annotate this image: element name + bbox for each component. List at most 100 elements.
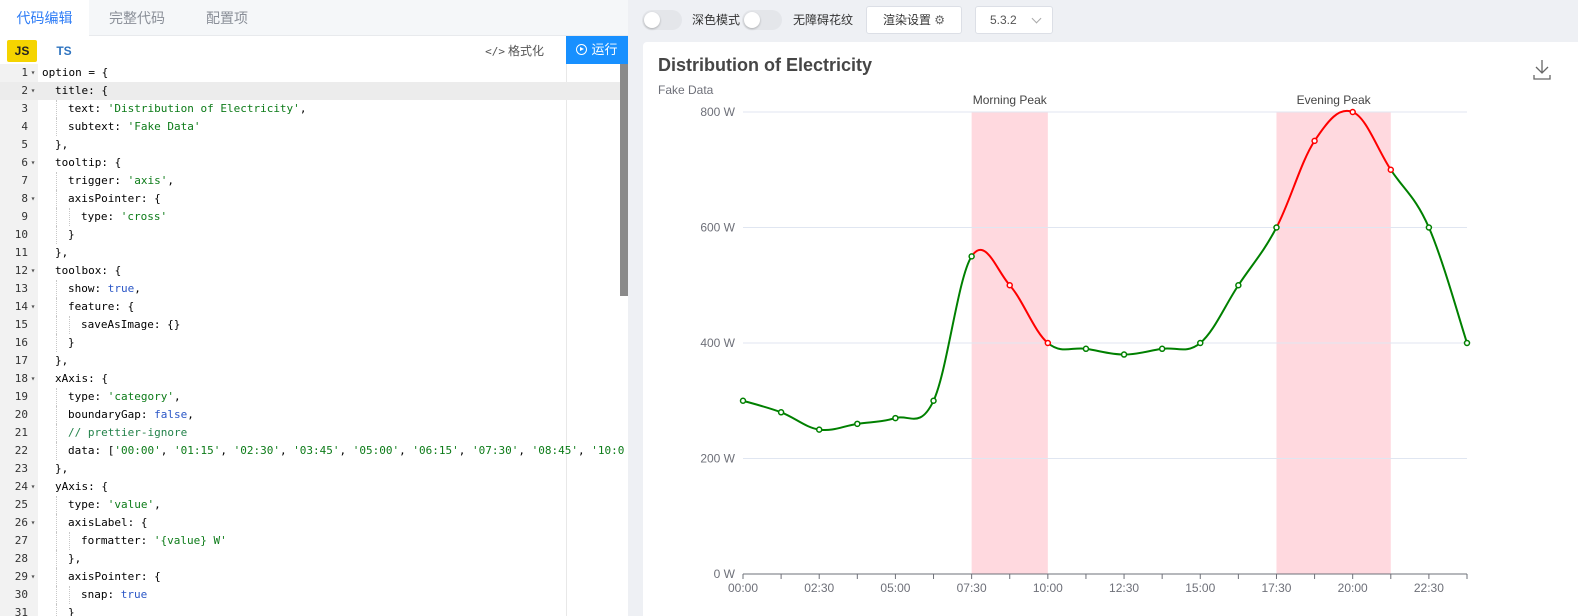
series-line-segment (857, 417, 896, 425)
code-line[interactable]: 15 saveAsImage: {} (0, 316, 620, 334)
code-token: }, (55, 462, 69, 475)
line-number: 29 (14, 570, 28, 583)
code-text: } (68, 334, 75, 352)
code-line[interactable]: 21 // prettier-ignore (0, 424, 620, 442)
code-token: formatter: (81, 534, 154, 547)
code-line[interactable]: 4 subtext: 'Fake Data' (0, 118, 620, 136)
run-button[interactable]: 运行 (566, 36, 628, 64)
code-token: trigger: (68, 174, 128, 187)
code-text: formatter: '{value} W' (81, 532, 227, 550)
code-token: yAxis: { (55, 480, 108, 493)
fold-arrow-icon[interactable]: ▾ (30, 266, 36, 275)
fold-arrow-icon[interactable]: ▾ (30, 86, 36, 95)
data-point (1273, 224, 1280, 231)
code-line[interactable]: 8 ▾ axisPointer: { (0, 190, 620, 208)
tab-code-edit[interactable]: 代码编辑 (0, 0, 89, 36)
fold-arrow-icon[interactable]: ▾ (30, 518, 36, 527)
dark-mode-toggle[interactable] (642, 10, 682, 30)
download-icon[interactable] (1533, 60, 1551, 80)
code-token: axisPointer: { (68, 192, 161, 205)
code-token: option = { (42, 66, 109, 79)
fold-arrow-icon[interactable]: ▾ (30, 194, 36, 203)
indent-guide (69, 586, 70, 604)
code-line[interactable]: 16} (0, 334, 620, 352)
code-line[interactable]: 22 data: ['00:00', '01:15', '02:30', '03:… (0, 442, 624, 460)
data-point (739, 397, 747, 404)
y-tick-label: 200 W (700, 452, 735, 466)
indent-guide (56, 172, 57, 190)
code-line[interactable]: 7 trigger: 'axis', (0, 172, 620, 190)
x-tick-label: 05:00 (880, 581, 910, 595)
code-line[interactable]: 12 ▾ toolbox: { (0, 262, 620, 280)
render-settings-button[interactable]: 渲染设置 ⚙ (866, 6, 962, 34)
code-line[interactable]: 11}, (0, 244, 620, 262)
line-number: 11 (14, 246, 28, 259)
editor-scrollbar[interactable] (620, 64, 628, 296)
fold-arrow-icon[interactable]: ▾ (30, 374, 36, 383)
code-line[interactable]: 17}, (0, 352, 620, 370)
code-token: , (154, 498, 161, 511)
code-line[interactable]: 28}, (0, 550, 620, 568)
code-line[interactable]: 13 show: true, (0, 280, 620, 298)
series-line-segment (932, 255, 973, 402)
indent-guide (69, 208, 70, 226)
code-token: }, (68, 552, 82, 565)
tab-config-options[interactable]: 配置项 (206, 10, 248, 26)
fold-arrow-icon[interactable]: ▾ (30, 68, 36, 77)
series-line-segment (819, 422, 858, 432)
code-line[interactable]: 29 ▾ axisPointer: { (0, 568, 620, 586)
code-line[interactable]: 26 ▾ axisLabel: { (0, 514, 620, 532)
code-line[interactable]: 25 type: 'value', (0, 496, 620, 514)
editor-panel: 代码编辑 完整代码 配置项 JS TS </> 格式化 运行 1 ▾ option =… (0, 0, 628, 616)
series-line-segment (895, 400, 935, 420)
code-line[interactable]: 5}, (0, 136, 620, 154)
line-number: 10 (14, 228, 28, 241)
fold-arrow-icon[interactable]: ▾ (30, 572, 36, 581)
data-point (1311, 137, 1318, 145)
code-text: snap: true (81, 586, 147, 604)
code-line[interactable]: 3 text: 'Distribution of Electricity', (0, 100, 620, 118)
series-line-segment (1237, 227, 1278, 286)
data-point (854, 420, 861, 428)
fold-arrow-icon[interactable]: ▾ (30, 482, 36, 491)
code-line[interactable]: 24 ▾ yAxis: { (0, 478, 620, 496)
code-line[interactable]: 14 ▾ feature: { (0, 298, 620, 316)
code-text: type: 'category', (68, 388, 181, 406)
code-line[interactable]: 2 ▾ title: { (0, 82, 620, 100)
code-line[interactable]: 19 type: 'category', (0, 388, 620, 406)
code-line[interactable]: 27 formatter: '{value} W' (0, 532, 620, 550)
aria-pattern-toggle[interactable] (742, 10, 782, 30)
lang-js-button[interactable]: JS (7, 40, 37, 62)
indent-guide (56, 568, 57, 586)
code-line[interactable]: 23}, (0, 460, 620, 478)
code-line[interactable]: 20 boundaryGap: false, (0, 406, 620, 424)
code-editor[interactable]: 1 ▾ option = {2 ▾ title: {3 text: 'Distributi… (0, 64, 628, 616)
code-line[interactable]: 9 type: 'cross' (0, 208, 620, 226)
tab-full-code[interactable]: 完整代码 (109, 10, 165, 26)
code-line[interactable]: 30 snap: true (0, 586, 620, 604)
format-button[interactable]: </> 格式化 (485, 40, 544, 62)
code-token: saveAsImage: {} (81, 318, 181, 331)
x-tick-label: 17:30 (1261, 581, 1291, 595)
indent-guide (56, 532, 57, 550)
code-line[interactable]: 6 ▾ tooltip: { (0, 154, 620, 172)
preview-panel: 深色模式 无障碍花纹 渲染设置 ⚙ 5.3.2 Distribution of … (628, 0, 1578, 616)
fold-arrow-icon[interactable]: ▾ (30, 302, 36, 311)
fold-arrow-icon[interactable]: ▾ (30, 158, 36, 167)
code-token: }, (55, 246, 69, 259)
dark-mode-label: 深色模式 (692, 13, 741, 27)
version-select[interactable]: 5.3.2 (975, 6, 1053, 34)
code-line[interactable]: 10} (0, 226, 620, 244)
code-line[interactable]: 1 ▾ option = { (0, 64, 620, 82)
line-number: 3 (21, 102, 28, 115)
code-line[interactable]: 31} (0, 604, 620, 616)
code-text: // prettier-ignore (68, 424, 187, 442)
x-tick-label: 07:30 (957, 581, 987, 595)
lang-ts-button[interactable]: TS (56, 44, 72, 58)
code-token: // prettier-ignore (68, 426, 188, 439)
code-token: , (518, 444, 532, 457)
code-line[interactable]: 18 ▾ xAxis: { (0, 370, 620, 388)
data-point (777, 409, 785, 416)
line-number: 1 (21, 66, 28, 79)
code-token: 'axis' (127, 174, 168, 187)
